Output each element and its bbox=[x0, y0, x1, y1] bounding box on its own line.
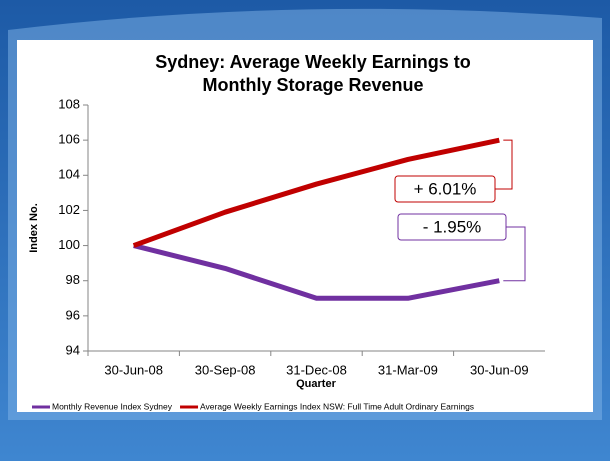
y-tick-label: 98 bbox=[66, 272, 80, 287]
annotation-text: + 6.01% bbox=[414, 179, 477, 198]
annotation-connector bbox=[503, 226, 526, 282]
chart-title: Sydney: Average Weekly Earnings to bbox=[155, 52, 470, 72]
series-line bbox=[133, 243, 500, 301]
chart-title: Monthly Storage Revenue bbox=[202, 75, 423, 95]
x-axis-label: Quarter bbox=[296, 378, 336, 390]
annotation-text: - 1.95% bbox=[423, 217, 482, 236]
y-tick-label: 100 bbox=[58, 237, 80, 252]
y-tick-label: 94 bbox=[66, 342, 80, 357]
y-tick-label: 108 bbox=[58, 96, 80, 111]
legend-label: Monthly Revenue Index Sydney bbox=[52, 401, 173, 411]
y-tick-label: 96 bbox=[66, 307, 80, 322]
x-tick-label: 30-Jun-09 bbox=[470, 362, 529, 377]
x-tick-label: 31-Dec-08 bbox=[286, 362, 347, 377]
y-tick-label: 104 bbox=[58, 167, 80, 182]
series-line bbox=[132, 137, 500, 248]
y-tick-label: 106 bbox=[58, 132, 80, 147]
x-tick-label: 30-Sep-08 bbox=[195, 362, 256, 377]
legend-label: Average Weekly Earnings Index NSW: Full … bbox=[200, 401, 474, 411]
y-axis-label: Index No. bbox=[28, 203, 40, 253]
annotation-connector bbox=[495, 139, 513, 190]
chart-panel bbox=[17, 40, 593, 412]
y-tick-label: 102 bbox=[58, 202, 80, 217]
x-tick-label: 31-Mar-09 bbox=[378, 362, 438, 377]
x-tick-label: 30-Jun-08 bbox=[104, 362, 163, 377]
